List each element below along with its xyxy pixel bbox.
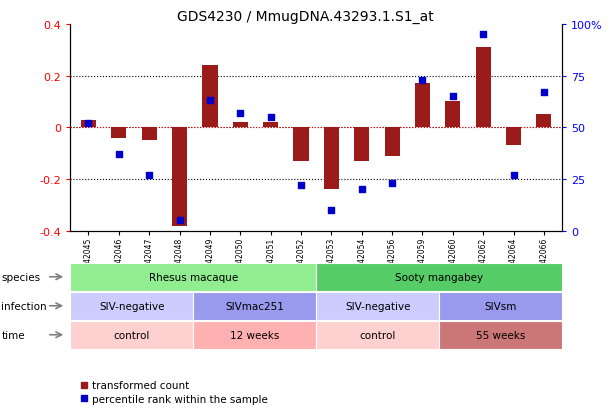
Bar xyxy=(536,115,552,128)
Legend: transformed count, percentile rank within the sample: transformed count, percentile rank withi… xyxy=(76,376,272,408)
Text: infection: infection xyxy=(1,301,47,311)
Point xyxy=(326,207,336,214)
Point xyxy=(508,172,518,179)
Point xyxy=(296,183,306,189)
Text: SIV-negative: SIV-negative xyxy=(99,301,164,311)
Bar xyxy=(384,128,400,157)
Point xyxy=(539,90,549,96)
Bar xyxy=(506,128,521,146)
Text: 12 weeks: 12 weeks xyxy=(230,330,279,340)
Point xyxy=(175,218,185,224)
Bar xyxy=(445,102,461,128)
Bar xyxy=(324,128,339,190)
Bar xyxy=(233,123,248,128)
Point xyxy=(387,180,397,187)
Bar xyxy=(415,84,430,128)
Point xyxy=(235,110,245,117)
Text: time: time xyxy=(1,330,25,340)
Point xyxy=(266,114,276,121)
Text: SIV-negative: SIV-negative xyxy=(345,301,411,311)
Bar xyxy=(354,128,369,161)
Point xyxy=(417,77,427,84)
Bar xyxy=(81,120,96,128)
Text: Sooty mangabey: Sooty mangabey xyxy=(395,272,483,282)
Bar xyxy=(475,48,491,128)
Bar xyxy=(202,66,218,128)
Bar xyxy=(263,123,278,128)
Text: 55 weeks: 55 weeks xyxy=(476,330,525,340)
Text: SIVmac251: SIVmac251 xyxy=(225,301,284,311)
Bar xyxy=(111,128,126,138)
Text: SIVsm: SIVsm xyxy=(485,301,517,311)
Point xyxy=(357,187,367,193)
Bar xyxy=(142,128,157,141)
Bar xyxy=(172,128,187,226)
Point xyxy=(144,172,154,179)
Bar xyxy=(293,128,309,161)
Text: control: control xyxy=(359,330,396,340)
Text: GDS4230 / MmugDNA.43293.1.S1_at: GDS4230 / MmugDNA.43293.1.S1_at xyxy=(177,10,434,24)
Point xyxy=(84,121,93,127)
Point xyxy=(114,152,124,158)
Point xyxy=(205,98,215,104)
Text: species: species xyxy=(1,272,40,282)
Text: control: control xyxy=(114,330,150,340)
Text: Rhesus macaque: Rhesus macaque xyxy=(148,272,238,282)
Point xyxy=(448,94,458,100)
Point xyxy=(478,32,488,38)
